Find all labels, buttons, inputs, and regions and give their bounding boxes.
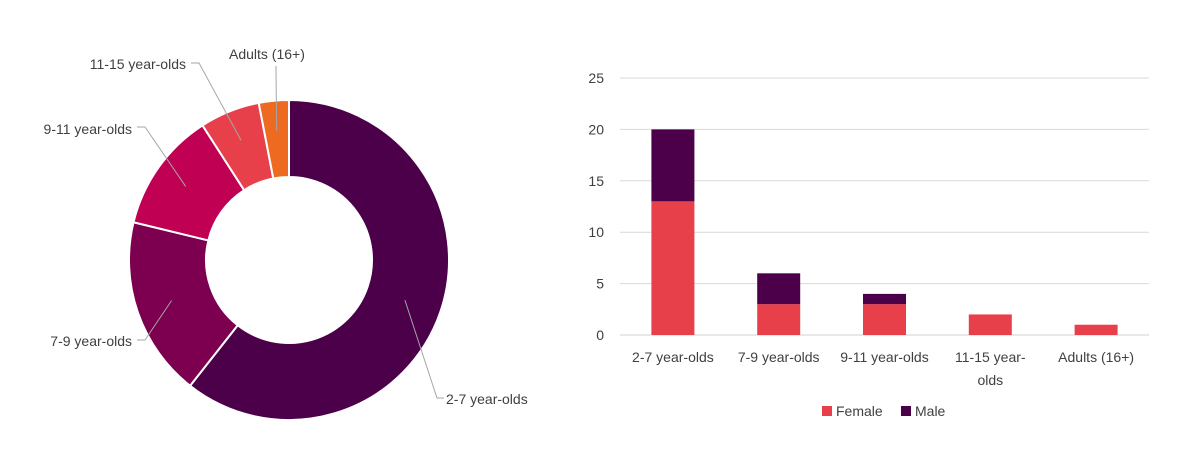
stacked-bar-chart: 0 5 10 15 20 25 2-7 year-olds 7-9 year-olds 9-11… [588, 70, 1149, 419]
y-tick-label: 25 [588, 70, 604, 86]
donut-data-label: 9-11 year-olds [44, 121, 132, 137]
x-tick-label: Adults (16+) [1058, 349, 1134, 365]
slice-2-7 [188, 98, 450, 421]
bar-female [968, 314, 1012, 335]
bar-female [1074, 324, 1118, 335]
legend-swatch-male [901, 406, 911, 416]
y-tick-label: 0 [596, 327, 604, 343]
bar-male [863, 293, 906, 305]
bar-female [651, 201, 695, 335]
donut-data-label: 7-9 year-olds [50, 333, 132, 349]
x-tick-label: 7-9 year-olds [738, 349, 820, 365]
donut-data-label: 11-15 year-olds [90, 56, 186, 72]
leader-line [137, 126, 187, 187]
leader-line [191, 62, 242, 141]
y-tick-label: 10 [588, 224, 604, 240]
x-tick-label: 2-7 year-olds [632, 349, 714, 365]
y-tick-label: 15 [588, 173, 604, 189]
y-tick-label: 5 [596, 276, 604, 292]
legend-label-female: Female [836, 403, 883, 419]
leader-line [404, 299, 444, 399]
donut-data-label: Adults (16+) [229, 46, 305, 62]
bar-male [757, 273, 801, 305]
donut-chart: 2-7 year-olds 7-9 year-olds 9-11 year-olds… [44, 46, 528, 421]
bar-male [651, 129, 695, 202]
donut-data-label: 2-7 year-olds [446, 391, 528, 407]
x-tick-label: olds [977, 372, 1003, 388]
y-tick-label: 20 [588, 121, 604, 137]
x-tick-label: 9-11 year-olds [840, 349, 928, 365]
leader-line [137, 300, 172, 341]
bar-female [863, 304, 906, 335]
slice-7-9 [128, 221, 240, 388]
x-tick-label: 11-15 year- [955, 349, 1026, 365]
slice-adults [257, 98, 290, 180]
bar-female [757, 304, 801, 335]
legend-swatch-female [822, 406, 832, 416]
leader-line [275, 66, 278, 131]
legend-label-male: Male [915, 403, 946, 419]
